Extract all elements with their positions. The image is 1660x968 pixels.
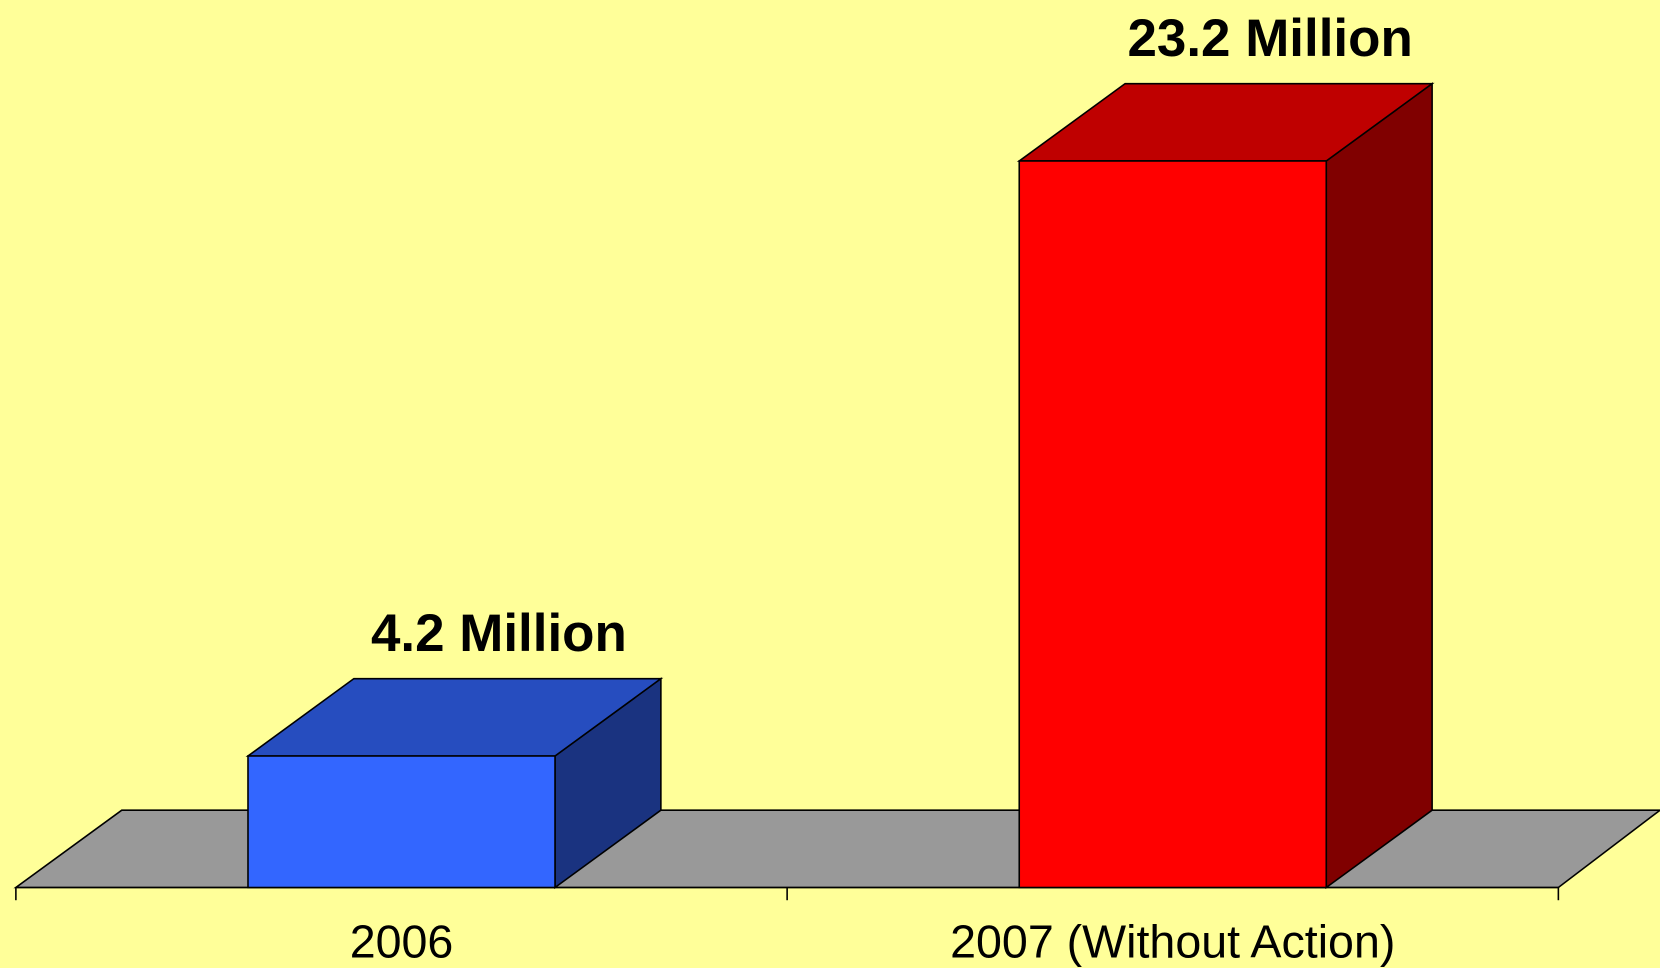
- bar: [247, 755, 556, 889]
- x-tick-label: 2007 (Without Action): [950, 915, 1395, 967]
- value-label: 23.2 Million: [1127, 9, 1412, 68]
- value-label: 4.2 Million: [371, 604, 627, 663]
- x-tick-label: 2006: [350, 915, 454, 967]
- bar: [1018, 160, 1328, 889]
- bar-side: [1325, 82, 1433, 890]
